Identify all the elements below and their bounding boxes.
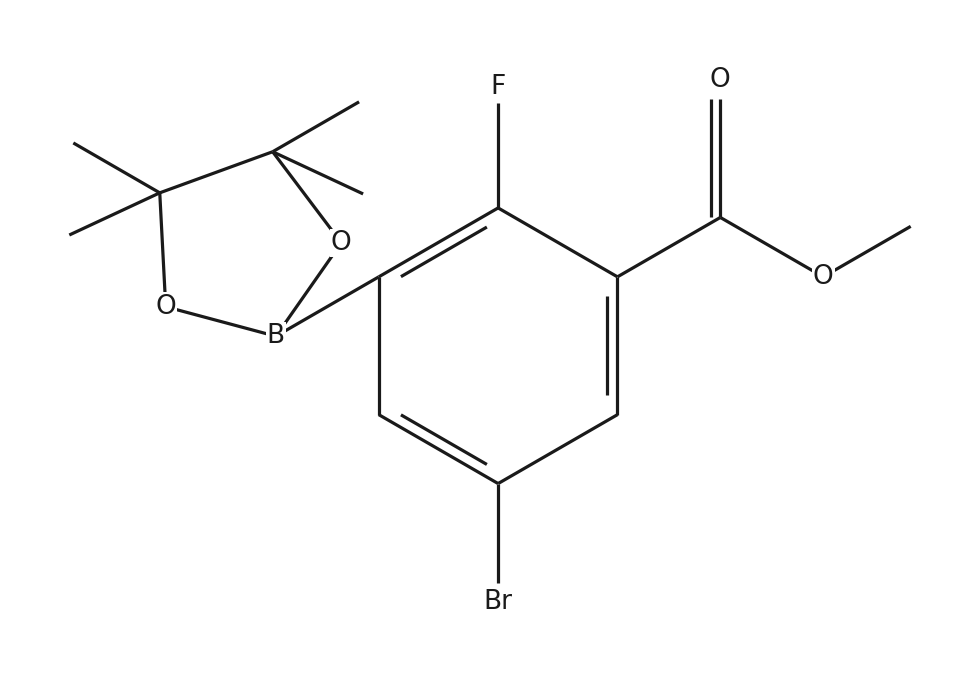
Text: B: B <box>267 323 285 349</box>
Text: Br: Br <box>483 589 513 615</box>
Text: O: O <box>710 67 731 93</box>
Text: O: O <box>156 294 176 320</box>
Text: O: O <box>812 264 834 290</box>
Text: F: F <box>491 74 506 100</box>
Text: O: O <box>331 230 352 256</box>
